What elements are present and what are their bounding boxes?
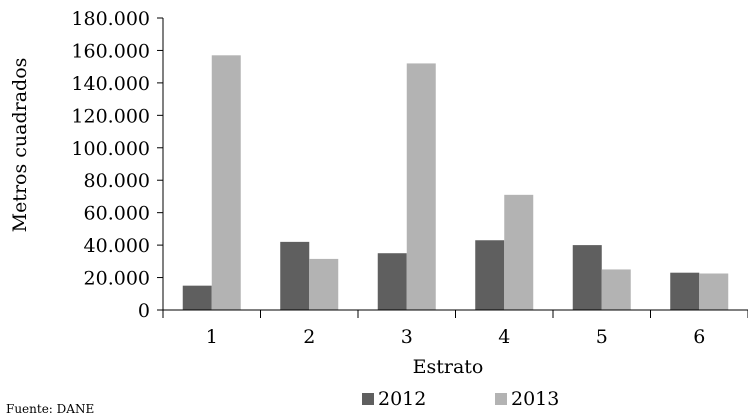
bar-2013-5 — [601, 269, 631, 310]
legend-swatch-2013 — [495, 393, 507, 405]
legend-label: 2013 — [511, 388, 559, 410]
y-tick-label: 120.000 — [71, 105, 150, 127]
bar-2012-6 — [670, 272, 700, 310]
bar-2013-1 — [211, 55, 241, 310]
legend: 2012 2013 — [362, 388, 559, 410]
y-tick-label: 140.000 — [71, 73, 150, 95]
bar-2013-4 — [504, 194, 534, 310]
bar-2013-3 — [406, 63, 436, 310]
y-axis-ticks: 0 20.000 40.000 60.000 80.000 100.000 120.000 1… — [71, 8, 163, 322]
y-tick-label: 160.000 — [71, 40, 150, 62]
bar-2012-3 — [377, 253, 407, 310]
x-tick-label: 6 — [693, 326, 705, 348]
y-tick-label: 40.000 — [84, 235, 150, 257]
y-tick-label: 20.000 — [84, 268, 150, 290]
legend-swatch-2012 — [362, 393, 374, 405]
bar-2012-4 — [475, 240, 505, 310]
bar-2012-5 — [572, 245, 602, 310]
x-tick-label: 1 — [206, 326, 218, 348]
x-tick-label: 5 — [596, 326, 608, 348]
y-tick-label: 0 — [138, 300, 150, 322]
bar-2013-2 — [309, 258, 339, 310]
legend-label: 2012 — [378, 388, 426, 410]
bars — [182, 55, 729, 310]
bar-2013-6 — [699, 273, 729, 310]
y-tick-label: 100.000 — [71, 138, 150, 160]
x-tick-label: 3 — [401, 326, 413, 348]
x-axis-title: Estrato — [413, 356, 484, 378]
bar-2012-1 — [182, 285, 212, 310]
x-axis-ticks: 1 2 3 4 5 6 — [162, 310, 748, 348]
y-tick-label: 80.000 — [84, 170, 150, 192]
y-tick-label: 180.000 — [71, 8, 150, 30]
bar-2012-2 — [280, 241, 310, 310]
x-tick-label: 2 — [303, 326, 315, 348]
source-note: Fuente: DANE — [6, 402, 94, 416]
y-tick-label: 60.000 — [84, 203, 150, 225]
x-tick-label: 4 — [498, 326, 510, 348]
y-axis-title: Metros cuadrados — [9, 58, 31, 233]
